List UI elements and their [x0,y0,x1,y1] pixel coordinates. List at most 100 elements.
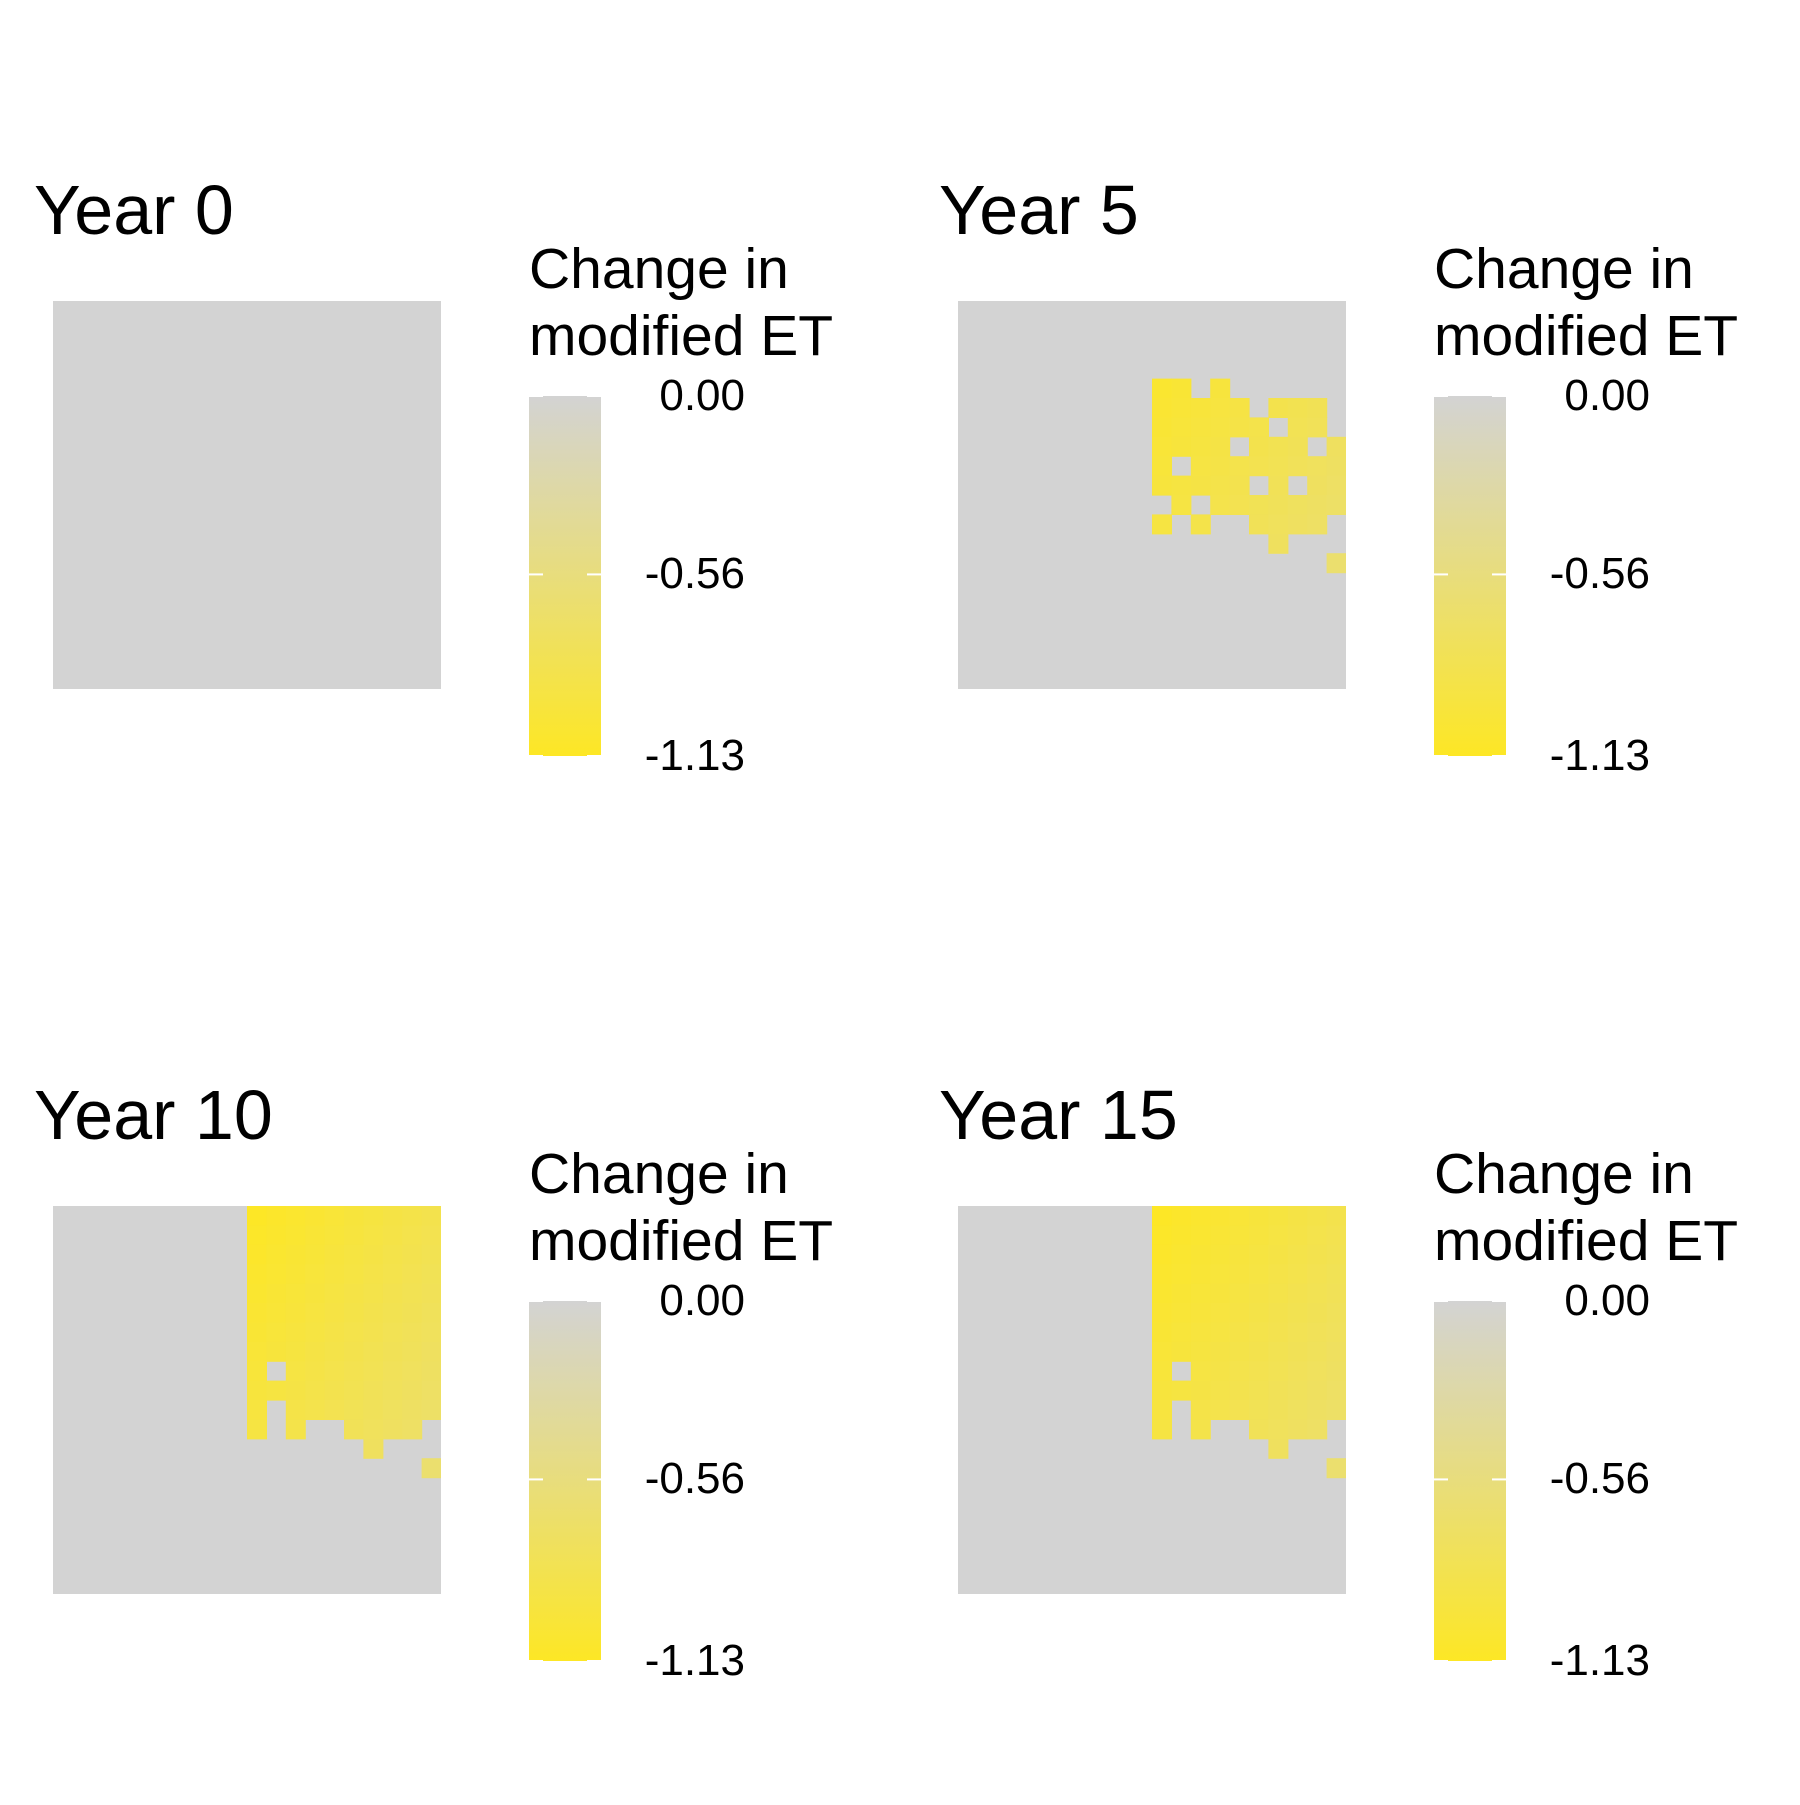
heatmap-cell [324,1322,345,1343]
heatmap-cell [1268,1264,1289,1285]
heatmap-cell [1210,1322,1231,1343]
heatmap-cell [285,1206,306,1226]
heatmap-cell [324,1361,345,1382]
heatmap-cell [344,1264,364,1285]
heatmap-cell [1249,436,1269,457]
heatmap-cell [382,1303,403,1323]
heatmap-cell [305,1380,326,1401]
heatmap-cell [402,1206,423,1226]
heatmap-cell [247,1341,267,1362]
heatmap-cell [1268,1400,1289,1420]
heatmap-cell [382,1361,403,1382]
heatmap-cell [1268,1380,1289,1401]
heatmap-cell [1326,553,1346,574]
heatmap-cell [1152,1419,1172,1440]
heatmap-cell [402,1341,423,1362]
legend-title-line1: Change in [1434,1142,1694,1206]
heatmap-cell [382,1283,403,1304]
heatmap-cell [324,1380,345,1401]
heatmap-cell [1287,1283,1308,1304]
heatmap-cell [1326,495,1346,515]
heatmap-cell [1190,1380,1211,1401]
facet-panel: Year 0 Change in modified ET 0.00 -0.56 -1.13 [0,0,900,900]
heatmap-cell [1190,1322,1211,1343]
heatmap-cell [402,1400,423,1420]
legend-tick-label: 0.00 [1564,1276,1650,1325]
panel-title: Year 15 [939,1076,1178,1154]
heatmap-cell [1171,1206,1192,1226]
heatmap-cell [1152,1264,1172,1285]
heatmap-cell [1210,436,1231,457]
heatmap-cell [1190,1400,1211,1420]
heatmap-map [958,301,1346,689]
heatmap-cell [266,1322,287,1343]
heatmap-cell [1307,1206,1328,1226]
heatmap-cell [305,1400,326,1420]
heatmap-cell [344,1225,364,1246]
heatmap-cell [382,1400,403,1420]
heatmap-cell [1152,514,1172,535]
heatmap-cell [421,1283,441,1304]
heatmap-cell [1190,1283,1211,1304]
heatmap-cell [324,1303,345,1323]
legend-title: Change in modified ET [1434,236,1738,370]
heatmap-cell [1152,1303,1172,1323]
heatmap-cell [1287,1419,1308,1440]
heatmap-cell [363,1225,384,1246]
heatmap-cell [1268,1206,1289,1226]
heatmap-cell [1268,1419,1289,1440]
heatmap-cell [1249,514,1269,535]
heatmap-cell [285,1303,306,1323]
heatmap-cell [1268,1322,1289,1343]
heatmap-cell [1171,1380,1192,1401]
heatmap-cell [1210,475,1231,496]
heatmap-cell [1210,1380,1231,1401]
heatmap-cell [1171,436,1192,457]
legend-gradient [529,1301,601,1661]
heatmap-cell [1307,1380,1328,1401]
heatmap-cell [247,1303,267,1323]
heatmap-cell [1287,495,1308,515]
heatmap-cell [382,1380,403,1401]
heatmap-cell [363,1419,384,1440]
heatmap-cell [1307,1283,1328,1304]
legend-tick-label: -1.13 [644,1636,745,1685]
heatmap-cell [382,1225,403,1246]
heatmap-cell [1326,1206,1346,1226]
legend-title-line2: modified ET [529,1209,834,1273]
heatmap-cell [1249,1264,1269,1285]
heatmap-cell [421,1206,441,1226]
heatmap-cell [285,1244,306,1265]
heatmap-cell [1326,1400,1346,1420]
heatmap-cell [1152,1225,1172,1246]
heatmap-cell [1229,1264,1250,1285]
legend-tick-label: 0.00 [659,371,745,420]
heatmap-cell [1287,1380,1308,1401]
heatmap-cell [247,1361,267,1382]
heatmap-cell [1190,1303,1211,1323]
heatmap-cell [1326,1283,1346,1304]
heatmap-cell [363,1341,384,1362]
heatmap-cell [1307,1264,1328,1285]
heatmap-cell [1326,1244,1346,1265]
heatmap-cell [1268,398,1289,418]
heatmap-cell [266,1283,287,1304]
heatmap-cell [1307,1225,1328,1246]
heatmap-cell [402,1322,423,1343]
heatmap-cell [421,1225,441,1246]
heatmap-cell [1229,398,1250,418]
heatmap-cell [382,1322,403,1343]
heatmap-cell [1171,1264,1192,1285]
heatmap-cell [247,1283,267,1304]
heatmap-cell [1287,1303,1308,1323]
heatmap-cell [421,1303,441,1323]
heatmap-cell [1152,1361,1172,1382]
heatmap-cell [1210,1206,1231,1226]
heatmap-cell [1229,1244,1250,1265]
heatmap-cell [1171,1244,1192,1265]
heatmap-cell [1287,1341,1308,1362]
heatmap-cell [1249,1283,1269,1304]
heatmap-cell [382,1419,403,1440]
heatmap-cell [363,1438,384,1459]
heatmap-cell [1307,514,1328,535]
